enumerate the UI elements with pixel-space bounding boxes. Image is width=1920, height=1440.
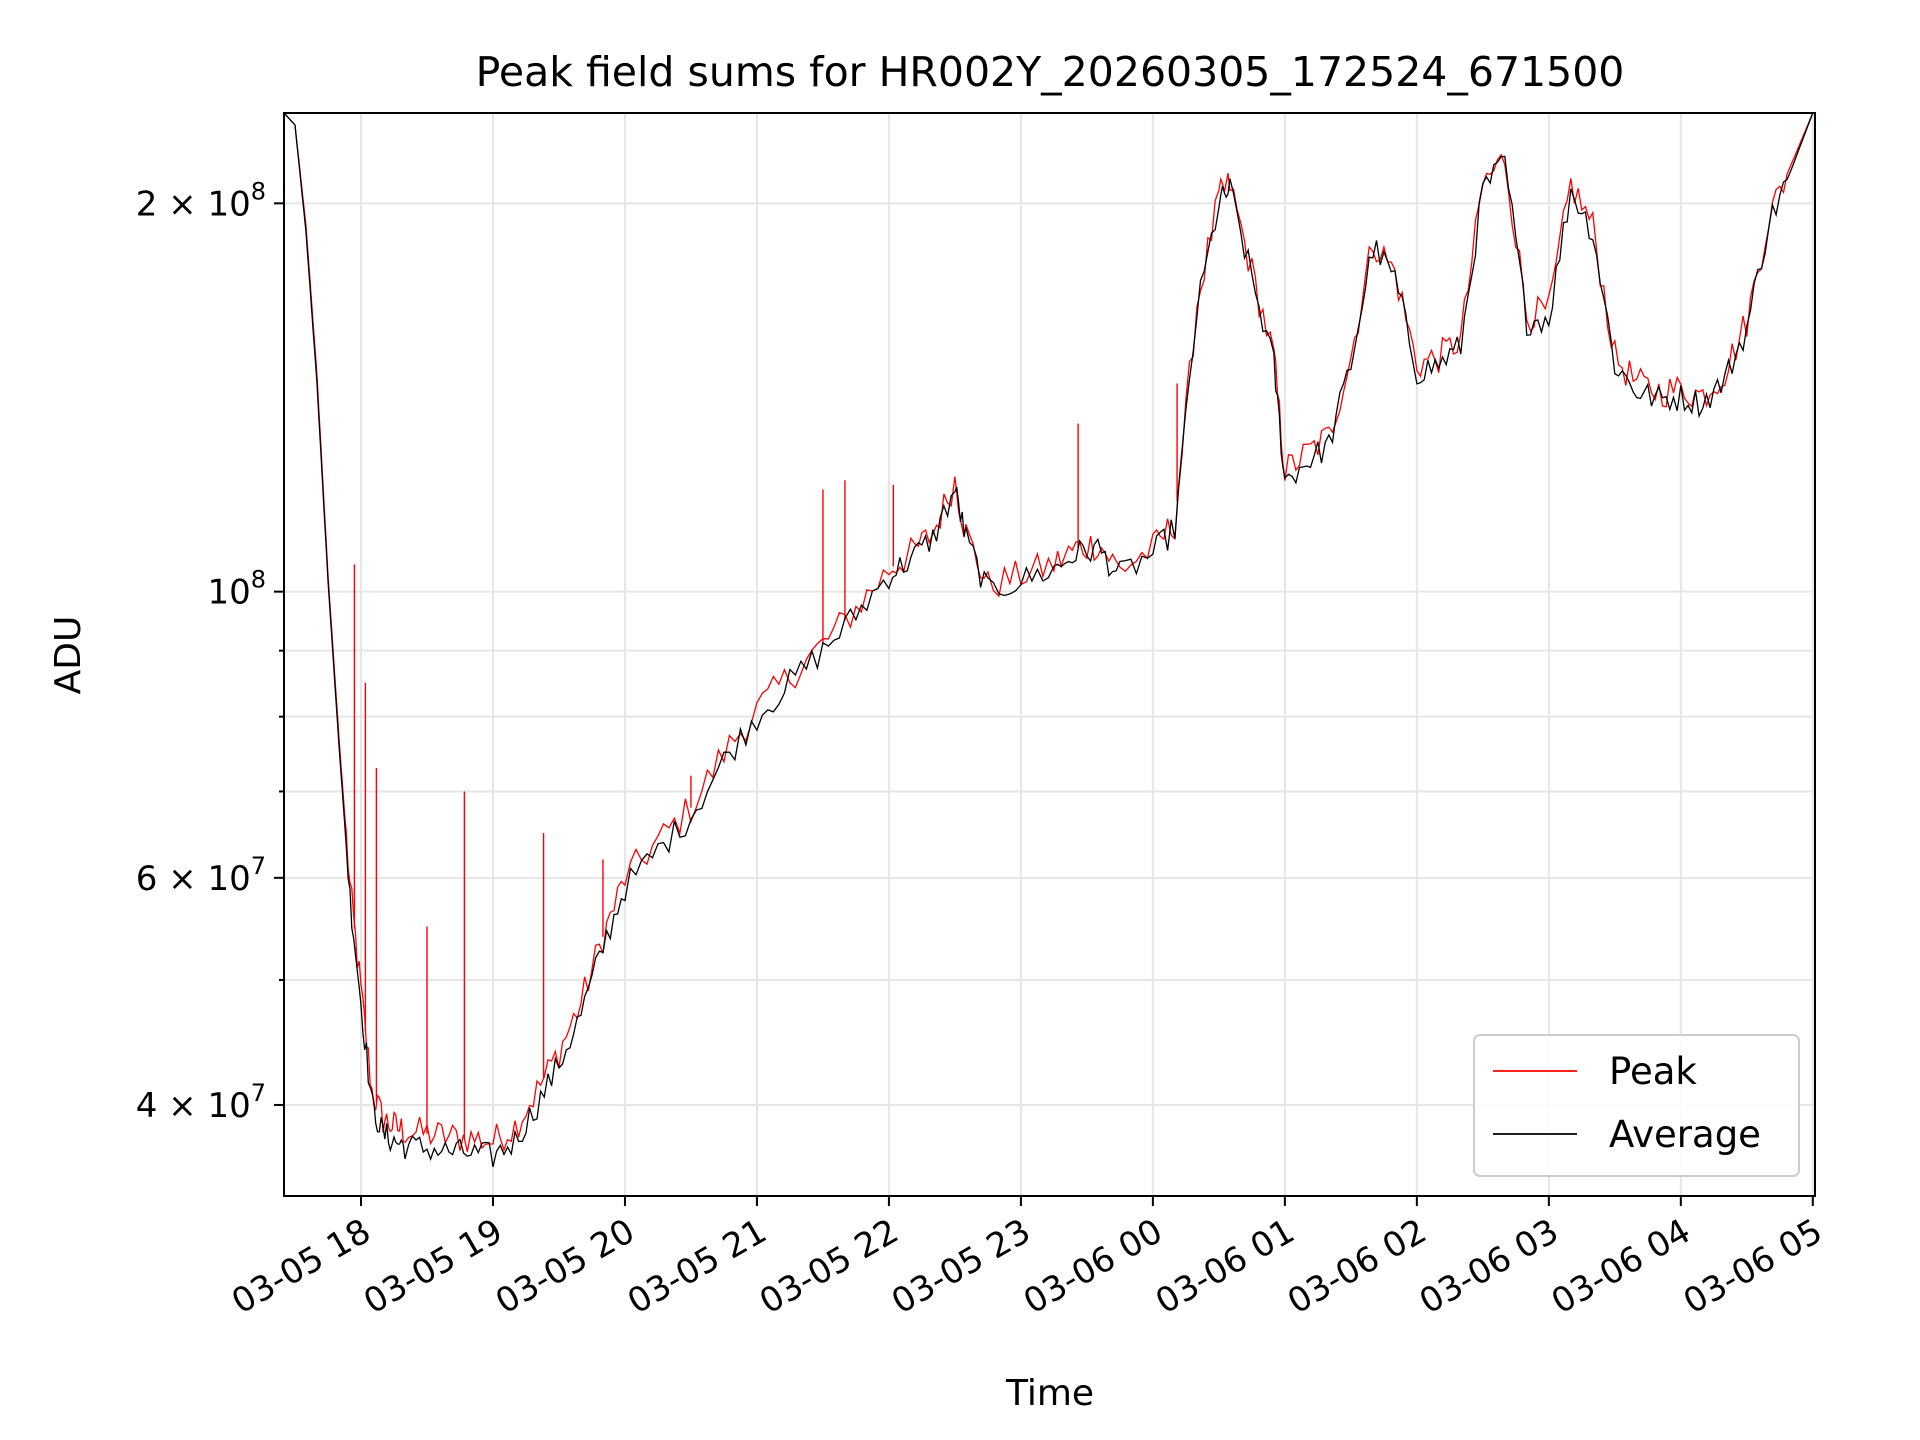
y-tick-exponent: 7 [251,1079,266,1107]
series-line-average [283,112,1814,1168]
y-tick-base: 10 [207,573,250,613]
x-tick-label: 03-06 03 [1413,1211,1565,1322]
y-tick-exponent: 8 [251,566,266,594]
x-tick-label: 03-06 04 [1545,1211,1697,1322]
plot-frame [283,112,1816,1197]
y-tick-label: 108 [207,566,266,613]
x-tick-label: 03-06 01 [1149,1211,1301,1322]
series-layer [283,112,1814,1168]
y-tick-base: 6 × 10 [136,859,251,899]
x-tick-label: 03-05 22 [753,1211,905,1322]
x-tick-label: 03-05 18 [225,1211,377,1322]
x-tick-label: 03-05 23 [885,1211,1037,1322]
y-tick-exponent: 8 [251,177,266,205]
y-axis-label: ADU [48,616,89,695]
grid-layer [284,113,1815,1196]
legend: Peak Average [1473,1034,1800,1177]
series-line-peak [283,112,1814,1153]
x-tick-label: 03-05 19 [357,1211,509,1322]
legend-label-average: Average [1609,1113,1761,1156]
x-tick-label: 03-05 20 [489,1211,641,1322]
y-tick-base: 4 × 10 [136,1086,251,1126]
y-tick-label: 4 × 107 [136,1079,266,1126]
y-tick-exponent: 7 [251,852,266,880]
legend-label-peak: Peak [1609,1050,1697,1093]
x-tick-label: 03-06 02 [1281,1211,1433,1322]
x-tick-label: 03-06 05 [1677,1211,1829,1322]
x-tick-label: 03-06 00 [1017,1211,1169,1322]
y-tick-base: 2 × 10 [136,184,251,224]
chart-title: Peak field sums for HR002Y_20260305_1725… [476,48,1625,96]
x-tick-label: 03-05 21 [621,1211,773,1322]
y-tick-label: 2 × 108 [136,177,266,224]
y-tick-label: 6 × 107 [136,852,266,899]
x-axis-label: Time [1005,1373,1094,1414]
